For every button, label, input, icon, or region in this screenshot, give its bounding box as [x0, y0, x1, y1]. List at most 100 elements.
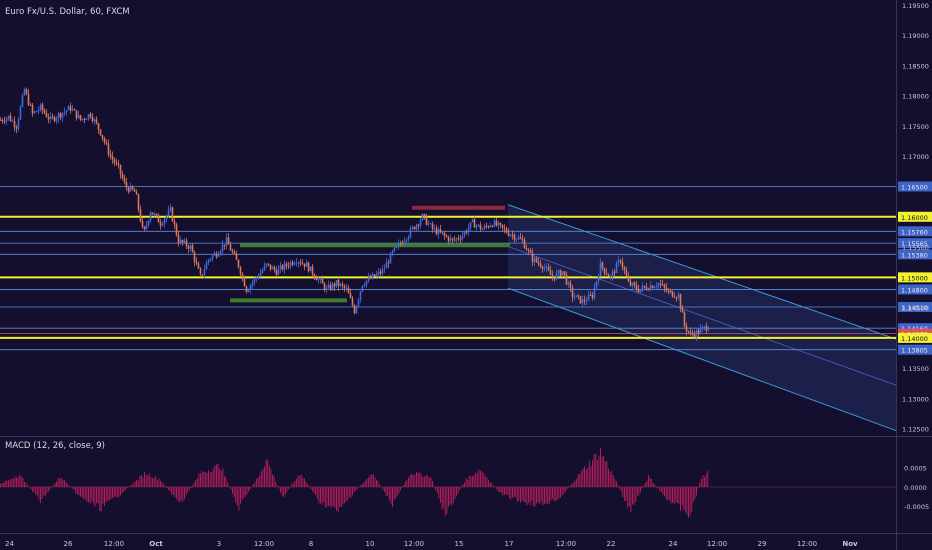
macd-histogram-bar	[180, 486, 182, 501]
price-level-label: 1.14000	[901, 335, 928, 343]
candle-down	[511, 234, 514, 236]
macd-histogram-bar	[529, 486, 531, 505]
candle-down	[539, 263, 542, 267]
macd-histogram-bar	[44, 486, 46, 497]
macd-histogram-bar	[580, 470, 582, 487]
macd-histogram-bar	[83, 486, 85, 499]
price-level-label-bg	[898, 226, 932, 237]
candle-down	[333, 283, 336, 287]
candle-down	[121, 173, 124, 179]
macd-histogram-bar	[163, 484, 165, 487]
candle-down	[625, 270, 628, 277]
macd-histogram-bar	[257, 477, 259, 487]
macd-histogram-bar	[388, 486, 390, 501]
time-axis-label: Nov	[842, 540, 858, 548]
price-level-label: 1.14510	[901, 304, 928, 312]
macd-histogram-bar	[3, 482, 5, 487]
macd-histogram-bar	[321, 486, 323, 505]
macd-histogram-bar	[225, 477, 227, 487]
macd-histogram-bar	[697, 486, 699, 489]
candle-up	[63, 111, 66, 114]
candle-up	[297, 262, 300, 264]
candle-down	[527, 250, 530, 252]
macd-histogram-bar	[468, 475, 470, 487]
price-level-label-bg	[898, 181, 932, 192]
macd-histogram-bar	[27, 485, 29, 487]
candle-up	[309, 266, 312, 272]
candle-down	[301, 263, 304, 265]
candle-down	[591, 294, 594, 299]
price-tick-label: 1.19500	[902, 2, 929, 10]
macd-histogram-bar	[473, 475, 475, 487]
macd-histogram-bar	[632, 486, 633, 505]
price-tick-label: 1.19000	[902, 32, 929, 40]
candle-down	[97, 123, 100, 130]
macd-histogram-bar	[240, 486, 241, 504]
candle-down	[111, 156, 114, 160]
time-axis-label: Oct	[149, 540, 163, 548]
macd-histogram-bar	[401, 486, 403, 488]
macd-histogram-bar	[243, 486, 245, 498]
candle-down	[637, 289, 640, 293]
candle-down	[155, 213, 158, 216]
macd-histogram-bar	[128, 486, 129, 488]
macd-histogram-bar	[329, 486, 331, 507]
candle-up	[49, 116, 52, 120]
macd-histogram-bar	[158, 478, 160, 487]
candle-up	[129, 185, 132, 192]
macd-histogram-bar	[670, 486, 672, 504]
price-level-label: 1.15000	[901, 274, 928, 282]
macd-histogram-bar	[265, 459, 267, 487]
candle-up	[355, 305, 358, 314]
candle-up	[653, 286, 656, 289]
candle-down	[613, 271, 616, 273]
macd-histogram-bar	[251, 486, 253, 488]
candle-up	[493, 220, 496, 227]
macd-histogram-bar	[547, 486, 549, 505]
candle-down	[27, 93, 30, 105]
macd-histogram-bar	[681, 486, 683, 506]
macd-histogram-bar	[171, 486, 173, 495]
candle-up	[617, 260, 620, 263]
macd-histogram-bar	[201, 471, 203, 487]
candle-up	[449, 238, 452, 242]
candle-down	[197, 263, 200, 269]
price-level-label: 1.13805	[901, 347, 928, 355]
macd-histogram-bar	[428, 477, 430, 487]
candle-up	[163, 219, 166, 224]
macd-histogram-bar	[505, 486, 507, 495]
macd-histogram-bar	[406, 479, 408, 487]
time-axis-label: 15	[455, 540, 464, 548]
macd-histogram-bar	[433, 485, 435, 487]
candle-up	[17, 119, 20, 129]
macd-histogram-bar	[380, 486, 382, 488]
macd-histogram-bar	[120, 486, 121, 496]
macd-histogram-bar	[267, 459, 269, 487]
candle-down	[13, 120, 16, 127]
macd-histogram-bar	[145, 474, 147, 487]
macd-histogram-bar	[84, 486, 86, 500]
candle-up	[365, 280, 368, 286]
channel-lower-line	[507, 287, 897, 432]
macd-histogram-bar	[611, 471, 613, 487]
macd-histogram-bar	[48, 486, 49, 492]
macd-histogram-bar	[555, 486, 557, 502]
macd-histogram-bar	[668, 486, 670, 501]
price-level-label-bg	[898, 272, 932, 283]
macd-histogram-bar	[136, 479, 137, 487]
macd-histogram-bar	[497, 486, 499, 492]
candle-down	[621, 261, 624, 267]
macd-histogram-bar	[470, 475, 472, 487]
macd-histogram-bar	[561, 486, 563, 496]
macd-histogram-bar	[139, 476, 141, 487]
candle-down	[671, 291, 674, 297]
macd-histogram-bar	[352, 486, 353, 496]
macd-histogram-bar	[377, 480, 379, 487]
candle-down	[445, 235, 448, 237]
macd-histogram-bar	[161, 481, 163, 487]
candle-up	[429, 223, 432, 225]
candle-down	[491, 225, 494, 227]
macd-histogram-bar	[382, 486, 384, 490]
main-chart-title: Euro Fx/U.S. Dollar, 60, FXCM	[5, 7, 130, 17]
